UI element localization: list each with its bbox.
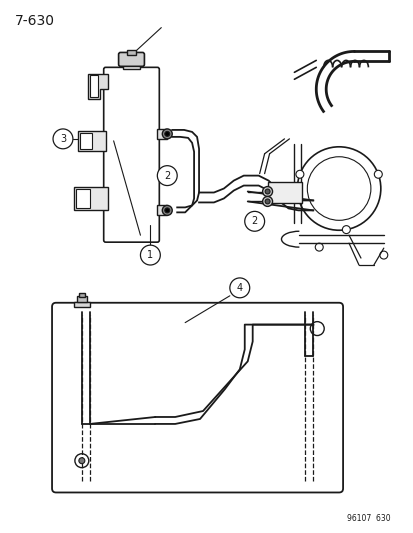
Bar <box>74 302 90 306</box>
Bar <box>77 296 87 302</box>
Bar <box>157 205 167 215</box>
Circle shape <box>264 189 269 194</box>
Bar <box>267 182 301 204</box>
Circle shape <box>53 129 73 149</box>
FancyBboxPatch shape <box>103 67 159 242</box>
Circle shape <box>262 197 272 206</box>
Bar <box>78 131 105 151</box>
Circle shape <box>78 458 85 464</box>
Text: 2: 2 <box>164 171 170 181</box>
Bar <box>80 133 92 149</box>
Bar <box>90 75 97 97</box>
Text: 3: 3 <box>60 134 66 144</box>
Text: 7-630: 7-630 <box>15 14 55 28</box>
Bar <box>76 189 90 208</box>
Circle shape <box>342 225 349 233</box>
Bar <box>78 293 85 297</box>
Circle shape <box>162 129 172 139</box>
Bar <box>157 129 167 139</box>
Circle shape <box>164 208 169 213</box>
Circle shape <box>140 245 160 265</box>
Polygon shape <box>88 74 107 99</box>
Circle shape <box>373 170 381 178</box>
Bar <box>74 187 107 211</box>
Circle shape <box>295 170 303 178</box>
Circle shape <box>244 212 264 231</box>
Circle shape <box>264 199 269 204</box>
Text: 96107  630: 96107 630 <box>346 514 390 523</box>
Text: 2: 2 <box>251 216 257 227</box>
Text: 4: 4 <box>236 283 242 293</box>
Bar <box>122 63 140 69</box>
FancyBboxPatch shape <box>52 303 342 492</box>
Circle shape <box>164 132 169 136</box>
Circle shape <box>229 278 249 298</box>
Bar <box>126 51 136 55</box>
Circle shape <box>157 166 177 185</box>
Circle shape <box>162 205 172 215</box>
Text: 1: 1 <box>147 250 153 260</box>
Circle shape <box>262 187 272 197</box>
FancyBboxPatch shape <box>118 52 144 66</box>
